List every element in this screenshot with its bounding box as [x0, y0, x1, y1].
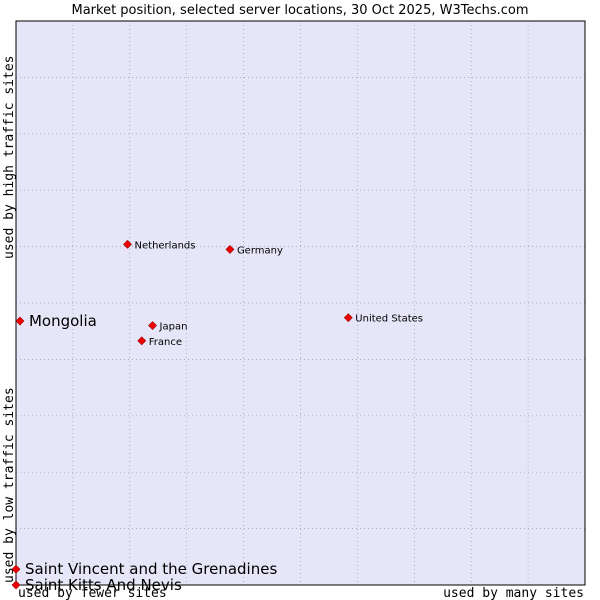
point-label-japan: Japan [159, 322, 188, 333]
point-label-france: France [149, 337, 182, 348]
point-saint-vincent-and-the-grenadines [11, 564, 21, 574]
y-axis-label-top: used by high traffic sites [2, 56, 17, 260]
y-axis-label-bottom: used by low traffic sites [2, 387, 17, 583]
x-axis-label-left: used by fewer sites [18, 586, 167, 600]
plot-border [15, 20, 586, 586]
point-label-mongolia: Mongolia [29, 312, 97, 330]
point-label-germany: Germany [237, 245, 283, 256]
data-points: Netherlands Germany United States Japan Fran… [11, 239, 423, 594]
point-united-states [343, 313, 353, 323]
point-saint-kitts-and-nevis [11, 580, 21, 590]
x-axis-label-right: used by many sites [443, 586, 584, 600]
point-france [137, 336, 147, 346]
point-japan [148, 321, 157, 330]
point-label-netherlands: Netherlands [135, 240, 196, 251]
point-label-saint-kitts-and-nevis: Saint Kitts And Nevis [25, 576, 182, 594]
chart-title: Market position, selected server locatio… [71, 3, 528, 18]
point-netherlands [123, 239, 132, 249]
point-mongolia [15, 316, 25, 326]
gridlines [16, 21, 585, 585]
point-label-united-states: United States [355, 314, 423, 325]
point-label-saint-vincent-and-the-grenadines: Saint Vincent and the Grenadines [25, 560, 277, 578]
point-germany [225, 244, 235, 254]
